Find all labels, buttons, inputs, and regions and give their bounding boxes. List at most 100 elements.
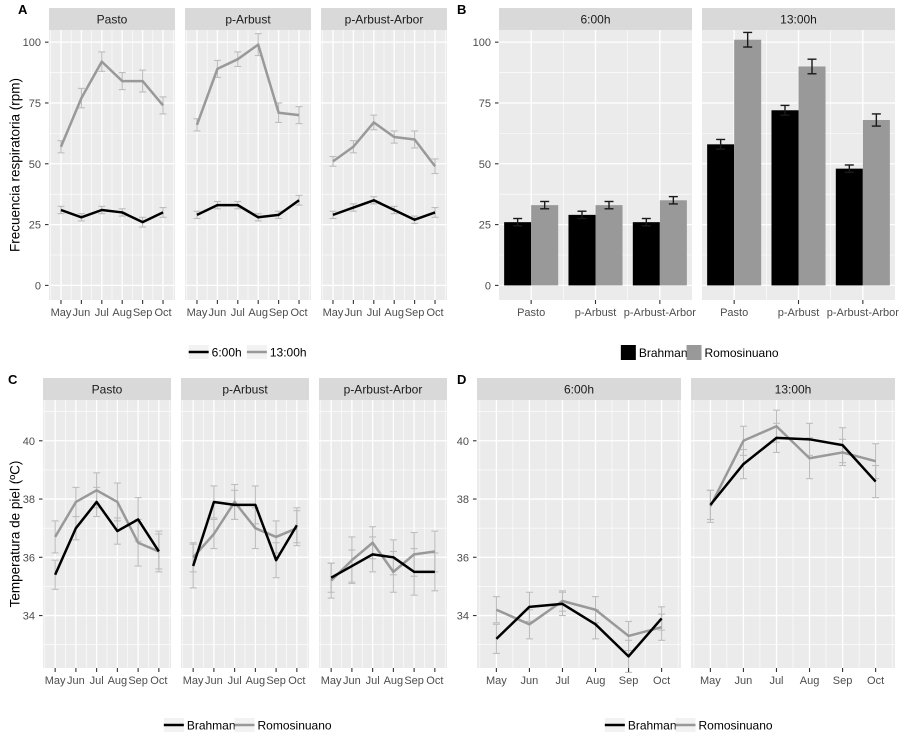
svg-text:Sep: Sep: [266, 675, 286, 687]
svg-text:Jul: Jul: [95, 307, 109, 319]
error-bar: [743, 31, 753, 48]
panel-b-chart: 6:00h Pasto p-Arbust p-Arbust-Arbor 13:00h Pa…: [473, 8, 899, 360]
svg-text:Jun: Jun: [521, 675, 539, 687]
svg-text:Jun: Jun: [343, 675, 361, 687]
panel-d-letter: D: [457, 372, 467, 387]
series-line-13-00h: [195, 43, 300, 126]
svg-text:Brahman: Brahman: [187, 719, 236, 733]
legend-item-romosinuano: Romosinuano: [234, 718, 332, 733]
legend-key-swatch: [620, 345, 636, 360]
svg-text:Sep: Sep: [405, 307, 425, 319]
facet-strip-label: Pasto: [92, 383, 123, 397]
series-line-brahman: [330, 553, 435, 579]
svg-text:Aug: Aug: [112, 307, 132, 319]
facet-pasto: Pasto May Jun Jul Aug Sep Oct: [43, 378, 171, 687]
x-axis-labels: May Jun Jul Aug Sep Oct: [187, 300, 308, 319]
legend-item-brahman: Brahman: [620, 345, 688, 360]
svg-text:40: 40: [23, 436, 35, 448]
svg-text:Jun: Jun: [735, 675, 753, 687]
facet-strip-label: p-Arbust: [225, 13, 271, 27]
x-axis-labels: Pasto p-Arbust p-Arbust-Arbor: [517, 300, 696, 319]
svg-text:Sep: Sep: [619, 675, 639, 687]
svg-text:50: 50: [479, 159, 491, 171]
facet-strip-label: 13:00h: [780, 13, 817, 27]
bar: [568, 214, 596, 286]
svg-text:Pasto: Pasto: [720, 307, 748, 319]
facet-strip-label: Pasto: [97, 13, 128, 27]
bars-brahman: [504, 210, 660, 286]
svg-text:40: 40: [457, 436, 469, 448]
x-axis-labels: May Jun Jul Aug Sep Oct: [700, 668, 884, 687]
facet-strip-label: p-Arbust: [222, 383, 268, 397]
series-line-romosinuano: [330, 541, 436, 582]
svg-text:Sep: Sep: [133, 307, 153, 319]
facet-strip: [477, 378, 681, 400]
bar: [798, 66, 826, 286]
legend-item-13-00h: 13:00h: [246, 345, 307, 360]
svg-text:May: May: [187, 307, 208, 319]
svg-text:Aug: Aug: [384, 675, 404, 687]
facet-strip: [181, 378, 309, 400]
x-axis-labels: May Jun Jul Aug Sep Oct: [45, 668, 167, 687]
legend: Brahman Romosinuano: [620, 345, 779, 360]
bar: [862, 120, 890, 286]
panel-b-letter: B: [457, 2, 467, 17]
series-line-13-00h: [59, 60, 164, 148]
svg-text:Oct: Oct: [150, 675, 167, 687]
svg-text:36: 36: [457, 552, 469, 564]
svg-text:Jun: Jun: [205, 675, 223, 687]
bars-romosinuano: [531, 195, 687, 286]
svg-text:Brahman: Brahman: [628, 719, 677, 733]
facet-strip: [499, 8, 692, 30]
panel-a-y-axis-title: Frecuencia respiratoria (rpm): [7, 77, 23, 253]
svg-text:Sep: Sep: [269, 307, 289, 319]
svg-text:100: 100: [23, 37, 41, 49]
x-axis-labels: Pasto p-Arbust p-Arbust-Arbor: [720, 300, 899, 319]
svg-text:100: 100: [473, 37, 491, 49]
svg-text:Jun: Jun: [209, 307, 227, 319]
series-line-brahman: [54, 500, 160, 576]
svg-text:p-Arbust: p-Arbust: [778, 307, 820, 319]
facet-strip: [691, 378, 895, 400]
svg-text:Pasto: Pasto: [517, 307, 545, 319]
series-line-brahman: [709, 436, 877, 506]
svg-text:13:00h: 13:00h: [270, 346, 307, 360]
panel-a-letter: A: [18, 2, 28, 17]
facet-strip-label: p-Arbust-Arbor: [345, 13, 424, 27]
facet-strip-label: 6:00h: [580, 13, 610, 27]
svg-text:Jul: Jul: [228, 675, 242, 687]
svg-text:Romosinuano: Romosinuano: [258, 719, 332, 733]
svg-text:25: 25: [479, 220, 491, 232]
svg-text:38: 38: [23, 494, 35, 506]
svg-text:May: May: [183, 675, 204, 687]
bars-brahman: [707, 104, 863, 286]
svg-text:Sep: Sep: [833, 675, 853, 687]
svg-text:Brahman: Brahman: [639, 346, 688, 360]
error-bar: [668, 195, 678, 205]
svg-text:75: 75: [29, 98, 41, 110]
panel-b: B 6:00h Pasto p-Arbust p-Arbust-Arbor 13:00h…: [450, 0, 901, 370]
facet-6-00h: 6:00h May Jun Jul Aug Sep Oct: [477, 378, 681, 687]
svg-text:May: May: [45, 675, 66, 687]
error-bar: [807, 58, 817, 75]
facet-strip: [43, 378, 171, 400]
svg-text:Oct: Oct: [290, 307, 307, 319]
svg-text:Sep: Sep: [128, 675, 148, 687]
v-gridlines: [50, 30, 174, 300]
panel-c: C Temperatura de piel (ºC) Pasto May Jun Ju…: [0, 370, 450, 741]
legend: 6:00h 13:00h: [188, 345, 307, 360]
error-bars: [57, 51, 167, 228]
facet-p-arbust-arbor: p-Arbust-Arbor May Jun Jul Aug Sep Oct: [321, 8, 447, 319]
svg-text:p-Arbust-Arbor: p-Arbust-Arbor: [827, 307, 899, 319]
svg-text:Jul: Jul: [555, 675, 569, 687]
svg-text:Oct: Oct: [154, 307, 171, 319]
legend-key-swatch: [686, 345, 702, 360]
x-axis-labels: May Jun Jul Aug Sep Oct: [321, 668, 443, 687]
legend: Brahman Romosinuano: [604, 718, 773, 733]
svg-text:May: May: [486, 675, 507, 687]
y-axis-labels: 0 25 50 75 100: [23, 37, 49, 292]
facet-strip-label: 6:00h: [564, 383, 594, 397]
